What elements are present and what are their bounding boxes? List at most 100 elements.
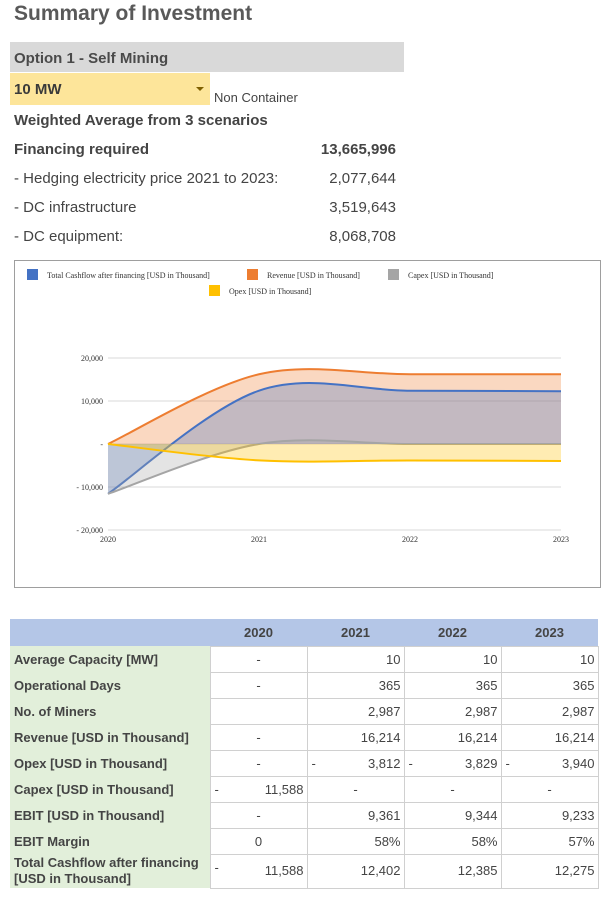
series-line xyxy=(107,382,562,495)
table-cell: 12,275 xyxy=(500,853,599,889)
negative-sign: - xyxy=(505,755,510,771)
cell-value: 9,361 xyxy=(367,807,401,823)
table-cell: 10 xyxy=(306,645,405,673)
table-cell: - 3,812 xyxy=(306,749,405,777)
negative-sign: - xyxy=(214,859,219,875)
table-cell: 58% xyxy=(403,827,502,855)
financing-label: - DC equipment: xyxy=(14,228,124,245)
x-tick-label: 2022 xyxy=(402,535,418,544)
table-cell: 10 xyxy=(403,645,502,673)
y-tick-label: - 10,000 xyxy=(76,483,103,492)
cashflow-chart: 20,000 10,000 - - 10,000 - 20,000 2020 2021 202… xyxy=(14,260,601,588)
table-cell: - xyxy=(209,749,308,777)
series-line xyxy=(107,368,561,445)
chevron-down-icon[interactable] xyxy=(196,87,204,91)
financing-value: 8,068,708 xyxy=(329,228,396,245)
cell-value: - xyxy=(256,677,261,693)
y-tick-label: - xyxy=(100,440,103,449)
row-label: Average Capacity [MW] xyxy=(10,646,210,672)
table-cell: 12,402 xyxy=(306,853,405,889)
financing-value: 2,077,644 xyxy=(329,170,396,187)
financing-value: 13,665,996 xyxy=(320,141,396,158)
negative-sign: - xyxy=(408,755,413,771)
table-row: Revenue [USD in Thousand] - 16,214 16,214 16… xyxy=(10,723,599,751)
y-tick-label: 10,000 xyxy=(81,397,103,406)
cell-value: 3,829 xyxy=(464,755,498,771)
cell-value: 365 xyxy=(475,677,498,693)
table-header-year: 2020 xyxy=(210,619,307,646)
table-row: EBIT Margin 0 58% 58% 57% xyxy=(10,827,599,855)
y-tick-label: - 20,000 xyxy=(76,526,103,535)
table-cell: 9,361 xyxy=(306,801,405,829)
x-tick-label: 2020 xyxy=(100,535,116,544)
legend-swatch xyxy=(388,269,399,280)
cell-value: - xyxy=(450,781,455,797)
cell-value: 16,214 xyxy=(554,729,595,745)
series-area xyxy=(108,383,561,494)
y-tick-label: 20,000 xyxy=(81,354,103,363)
cell-value: 12,402 xyxy=(360,863,401,878)
table-cell: 365 xyxy=(403,671,502,699)
series-line xyxy=(107,443,562,463)
row-label: EBIT Margin xyxy=(10,828,210,854)
financing-label: - Hedging electricity price 2021 to 2023… xyxy=(14,170,279,187)
table-header-year: 2023 xyxy=(501,619,598,646)
x-tick-label: 2021 xyxy=(251,535,267,544)
option-header: Option 1 - Self Mining xyxy=(10,42,404,72)
cell-value: 10 xyxy=(483,651,498,667)
legend-swatch xyxy=(247,269,258,280)
table-row: Average Capacity [MW] - 10 10 10 xyxy=(10,645,599,673)
cell-value: - xyxy=(256,729,261,745)
negative-sign: - xyxy=(214,781,219,797)
cell-value: 11,588 xyxy=(264,781,304,797)
cell-value: 12,275 xyxy=(554,863,595,878)
row-label: No. of Miners xyxy=(10,698,210,724)
cell-value: 57% xyxy=(568,833,595,849)
table-cell: - 3,829 xyxy=(403,749,502,777)
cell-value: 365 xyxy=(378,677,401,693)
financing-label: - DC infrastructure xyxy=(14,199,137,216)
page-title: Summary of Investment xyxy=(14,2,253,25)
cell-value: 9,344 xyxy=(464,807,498,823)
table-cell: 365 xyxy=(306,671,405,699)
table-cell: 58% xyxy=(306,827,405,855)
table-row: Total Cashflow after financing [USD in T… xyxy=(10,853,599,889)
cell-value: 12,385 xyxy=(457,863,498,878)
table-cell: 16,214 xyxy=(403,723,502,751)
cell-value: 16,214 xyxy=(457,729,498,745)
cell-value: 10 xyxy=(386,651,401,667)
table-header-year: 2021 xyxy=(307,619,404,646)
row-label: Capex [USD in Thousand] xyxy=(10,776,210,802)
table-cell: 0 xyxy=(209,827,308,855)
legend-swatch xyxy=(209,285,220,296)
cell-value: - xyxy=(547,781,552,797)
table-cell: - xyxy=(306,775,405,803)
table-cell: - 11,588 xyxy=(209,853,308,889)
table-header-blank xyxy=(10,619,210,646)
x-tick-label: 2023 xyxy=(553,535,569,544)
table-cell: - 3,940 xyxy=(500,749,599,777)
table-header-row: 2020 2021 2022 2023 xyxy=(10,619,598,646)
capacity-select[interactable]: 10 MW xyxy=(10,73,210,105)
negative-sign: - xyxy=(311,755,316,771)
capacity-select-value: 10 MW xyxy=(14,81,62,98)
table-cell: 57% xyxy=(500,827,599,855)
table-cell: - xyxy=(209,723,308,751)
row-label: Revenue [USD in Thousand] xyxy=(10,724,210,750)
legend-entry: Total Cashflow after financing [USD in T… xyxy=(47,271,210,280)
table-row: EBIT [USD in Thousand] - 9,361 9,344 9,233 xyxy=(10,801,599,829)
cell-value: 11,588 xyxy=(264,863,304,878)
financing-label: Financing required xyxy=(14,141,150,158)
cell-value: 58% xyxy=(471,833,498,849)
row-label: EBIT [USD in Thousand] xyxy=(10,802,210,828)
cell-value: 2,987 xyxy=(464,703,498,719)
row-label: Total Cashflow after financing [USD in T… xyxy=(10,854,210,888)
legend-swatch xyxy=(27,269,38,280)
summary-table: 2020 2021 2022 2023 Average Capacity [MW… xyxy=(10,619,599,889)
cell-value: 3,940 xyxy=(561,755,595,771)
weighted-average-note: Weighted Average from 3 scenarios xyxy=(14,112,268,129)
cell-value: - xyxy=(256,651,261,667)
table-cell: - xyxy=(209,645,308,673)
table-cell: - xyxy=(500,775,599,803)
